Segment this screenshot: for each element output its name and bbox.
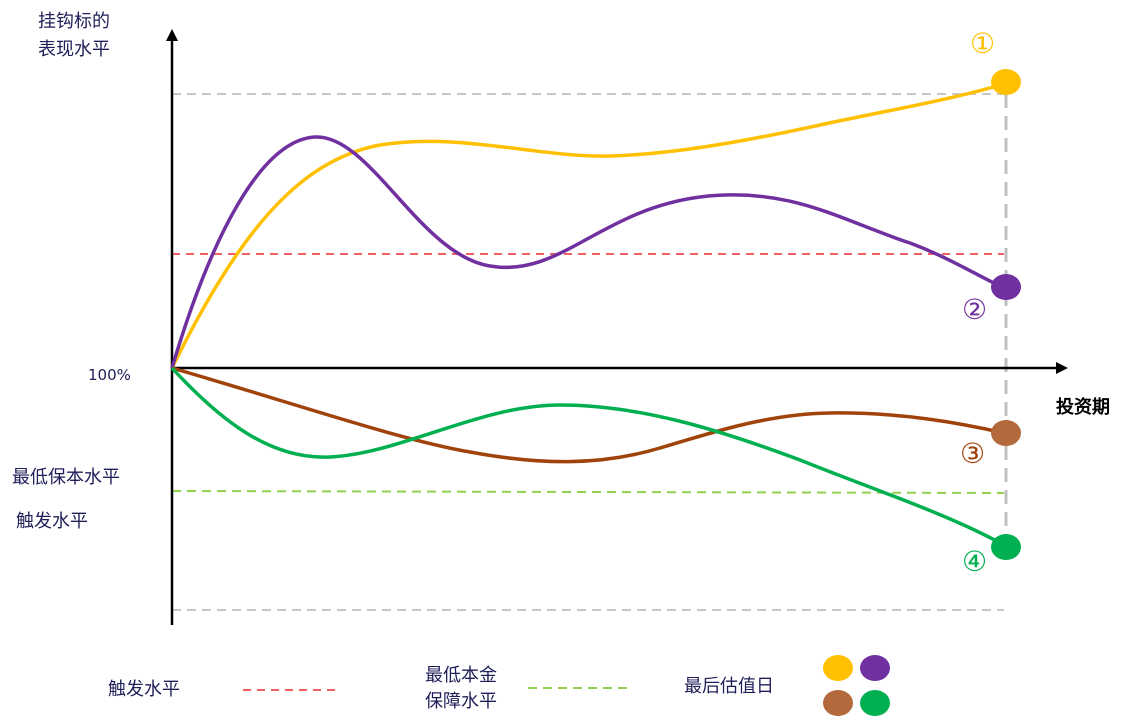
legend-final-valuation-label: 最后估值日 — [684, 676, 774, 697]
baseline-label: 100% — [88, 366, 131, 384]
legend-dot-yellow — [823, 655, 853, 681]
scenario-2-end-dot — [991, 274, 1021, 300]
legend-dot-brown — [823, 690, 853, 716]
scenario-1-marker: ① — [970, 27, 996, 60]
scenario-1-curve — [170, 82, 1005, 369]
legend-trigger-label: 触发水平 — [108, 679, 180, 700]
scenario-4-curve — [170, 366, 1005, 547]
legend-dot-green — [860, 690, 890, 716]
legend-min-principal-label-line2: 保障水平 — [425, 691, 497, 712]
scenario-2-marker: ② — [962, 293, 988, 326]
scenario-3-end-dot — [991, 420, 1021, 446]
min-protection-label: 最低保本水平 — [12, 467, 120, 488]
scenario-4-end-dot — [991, 534, 1021, 560]
x-axis-label: 投资期 — [1056, 397, 1110, 418]
legend-dot-purple — [860, 655, 890, 681]
scenario-4-marker: ④ — [962, 545, 988, 578]
scenario-3-curve — [171, 366, 1005, 464]
trigger-label: 触发水平 — [16, 511, 88, 532]
y-axis-label-line1: 挂钩标的 — [38, 11, 110, 32]
scenario-2-curve — [170, 135, 1005, 369]
scenario-3-marker: ③ — [960, 437, 986, 470]
scenario-1-end-dot — [991, 69, 1021, 95]
legend-min-principal-label-line1: 最低本金 — [425, 665, 497, 686]
protection-level-line — [171, 490, 1005, 494]
y-axis-label-line2: 表现水平 — [38, 39, 110, 60]
